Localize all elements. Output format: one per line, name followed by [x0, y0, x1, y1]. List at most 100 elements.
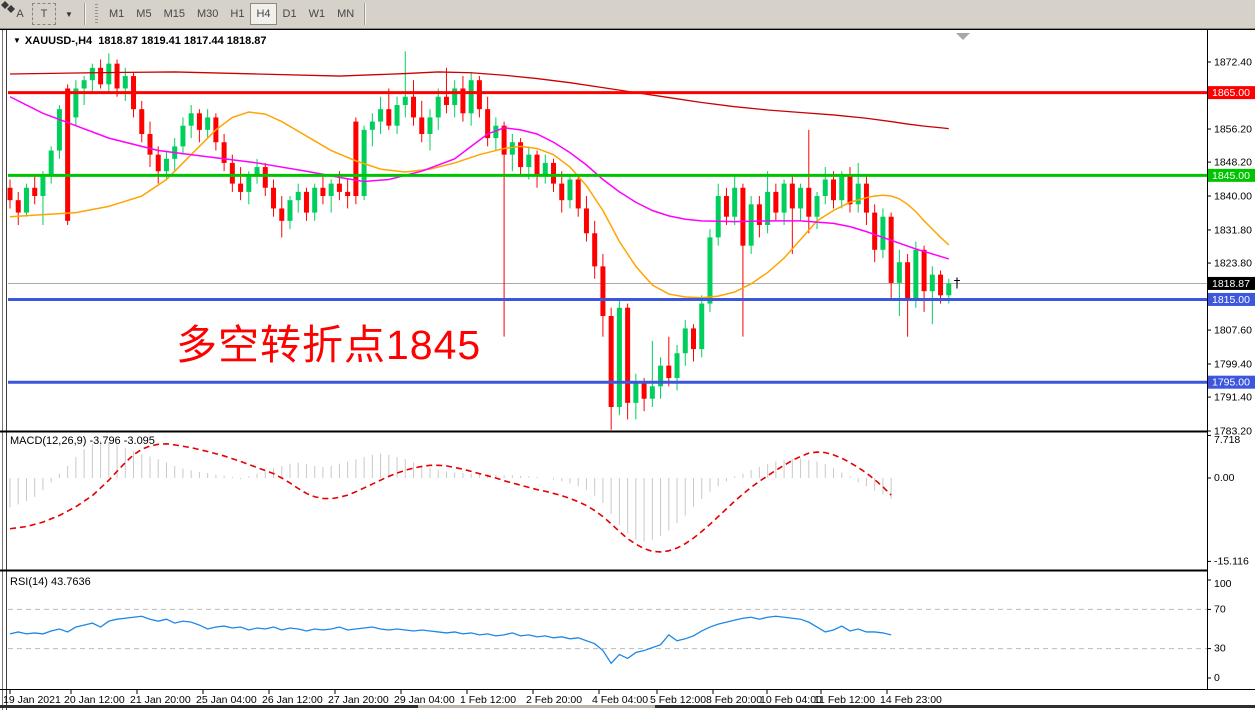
rsi-value: 43.7636 — [50, 576, 91, 588]
price-axis-tick-label: 1783.20 — [1214, 426, 1252, 438]
candle-body — [287, 200, 293, 221]
timeframe-button-M15[interactable]: M15 — [163, 8, 185, 20]
candle-body — [65, 88, 71, 221]
candle-body — [485, 109, 491, 139]
candle-body — [616, 307, 622, 408]
candle-body — [476, 80, 482, 110]
candle-body — [468, 80, 474, 114]
candle-body — [707, 237, 713, 304]
candle-body — [221, 142, 227, 163]
rsi-axis-tick-label: 70 — [1214, 603, 1226, 615]
price-axis-tick-label: 1791.40 — [1214, 392, 1252, 404]
price-badge — [1208, 292, 1255, 306]
arrows-tool-button[interactable]: ▼ — [1, 1, 80, 25]
candle-body — [567, 179, 573, 201]
candle-body — [452, 88, 458, 106]
timeframe-button-D1[interactable]: D1 — [282, 8, 297, 20]
text-annotation[interactable]: 多空转折点1845 — [176, 322, 482, 368]
candle-body — [139, 109, 145, 134]
candle-body — [402, 96, 408, 106]
price-badge — [1208, 168, 1255, 182]
date-axis-label: 5 Feb 12:00 — [650, 694, 706, 706]
candle-body — [419, 117, 425, 134]
candle-body — [748, 204, 754, 246]
date-axis-label: 29 Jan 04:00 — [394, 694, 455, 706]
candle-body — [345, 191, 351, 197]
candle-body — [353, 121, 359, 197]
candle-body — [328, 183, 334, 197]
price-axis-tick-label: 1831.80 — [1214, 224, 1252, 236]
candle-body — [773, 191, 779, 213]
chart-area[interactable]: † 1865.00 1845.00 1815.00 1795.00 1818.87 1872… — [0, 29, 1255, 714]
candle-body — [649, 386, 655, 399]
toolbar-grip — [95, 4, 98, 24]
candle-body — [888, 216, 894, 283]
price-axis-tick-label: 1823.80 — [1214, 258, 1252, 270]
price-badge-label: 1865.00 — [1212, 87, 1250, 99]
candle-body — [312, 187, 318, 213]
rsi-axis-tick-label: 100 — [1214, 578, 1232, 590]
candle-body — [411, 96, 417, 118]
chart-canvas[interactable]: † 1865.00 1845.00 1815.00 1795.00 1818.87 1872… — [0, 29, 1255, 714]
candle-body — [48, 150, 54, 176]
candle-body — [534, 154, 540, 176]
timeframe-button-M5[interactable]: M5 — [136, 8, 152, 20]
candle-body — [336, 183, 342, 192]
rsi-line — [9, 615, 892, 665]
macd-axis-tick-label: 0.00 — [1214, 472, 1235, 484]
candle-body — [73, 88, 79, 118]
timeframe-button-M30[interactable]: M30 — [196, 8, 219, 20]
price-badge-label: 1818.87 — [1212, 278, 1250, 290]
date-axis-label: 19 Jan 2021 — [3, 694, 61, 706]
candle-body — [880, 216, 886, 250]
timeframe-button-MN[interactable]: MN — [337, 8, 355, 20]
candle-body — [15, 200, 21, 213]
candle-body — [913, 249, 919, 300]
symbol-period-label: XAUUSD-,H4 — [24, 35, 93, 47]
price-axis-tick-label: 1807.60 — [1214, 325, 1252, 337]
text-tool-button[interactable]: T — [32, 3, 56, 25]
candle-body — [625, 307, 631, 403]
ohlc-values: 1818.87 1819.41 1817.44 1818.87 — [98, 35, 267, 47]
toolbar-separator — [364, 3, 367, 25]
candle-body — [7, 187, 13, 201]
candle-body — [32, 187, 38, 197]
candle-body — [658, 365, 664, 387]
ma-line-magenta — [9, 96, 950, 260]
chart-title: ▼ XAUUSD-,H4 1818.87 1819.41 1817.44 1818… — [13, 35, 267, 47]
text-label-tool-button[interactable]: A — [16, 8, 24, 20]
timeframe-button-M1[interactable]: M1 — [109, 8, 125, 20]
candle-body — [559, 183, 565, 201]
candle-body — [732, 187, 738, 217]
toolbar: A T ▼ M1 M5 M15 M30 H1 H4 D1 W1 MN — [0, 0, 1255, 29]
timeframe-button-H1[interactable]: H1 — [230, 8, 245, 20]
price-badge — [1208, 276, 1255, 290]
date-axis-label: 27 Jan 20:00 — [328, 694, 389, 706]
symbol-dropdown-icon[interactable]: ▼ — [13, 36, 21, 45]
candle-body — [551, 162, 557, 184]
candle-body — [575, 179, 581, 209]
candle-body — [378, 109, 384, 122]
candle-body — [509, 142, 515, 155]
macd-pane — [9, 441, 892, 553]
date-axis-label: 8 Feb 20:00 — [706, 694, 762, 706]
candle-body — [872, 212, 878, 250]
timeframe-button-W1[interactable]: W1 — [308, 8, 326, 20]
candle-body — [229, 162, 235, 184]
candle-body — [641, 382, 647, 399]
candle-body — [905, 262, 911, 300]
price-axis-tick-label: 1872.40 — [1214, 57, 1252, 69]
date-axis-label: 10 Feb 04:00 — [760, 694, 822, 706]
price-badge — [1208, 375, 1255, 389]
timeframe-button-H4[interactable]: H4 — [250, 3, 277, 25]
candle-body — [180, 125, 186, 147]
scroll-anchor-icon[interactable] — [956, 33, 970, 40]
candle-body — [633, 382, 639, 403]
candle-body — [295, 191, 301, 201]
candle-body — [23, 187, 29, 213]
candle-body — [114, 63, 120, 89]
candle-body — [600, 266, 606, 316]
candle-body — [806, 187, 812, 217]
candle-body — [40, 175, 46, 197]
candle-body — [855, 183, 861, 205]
